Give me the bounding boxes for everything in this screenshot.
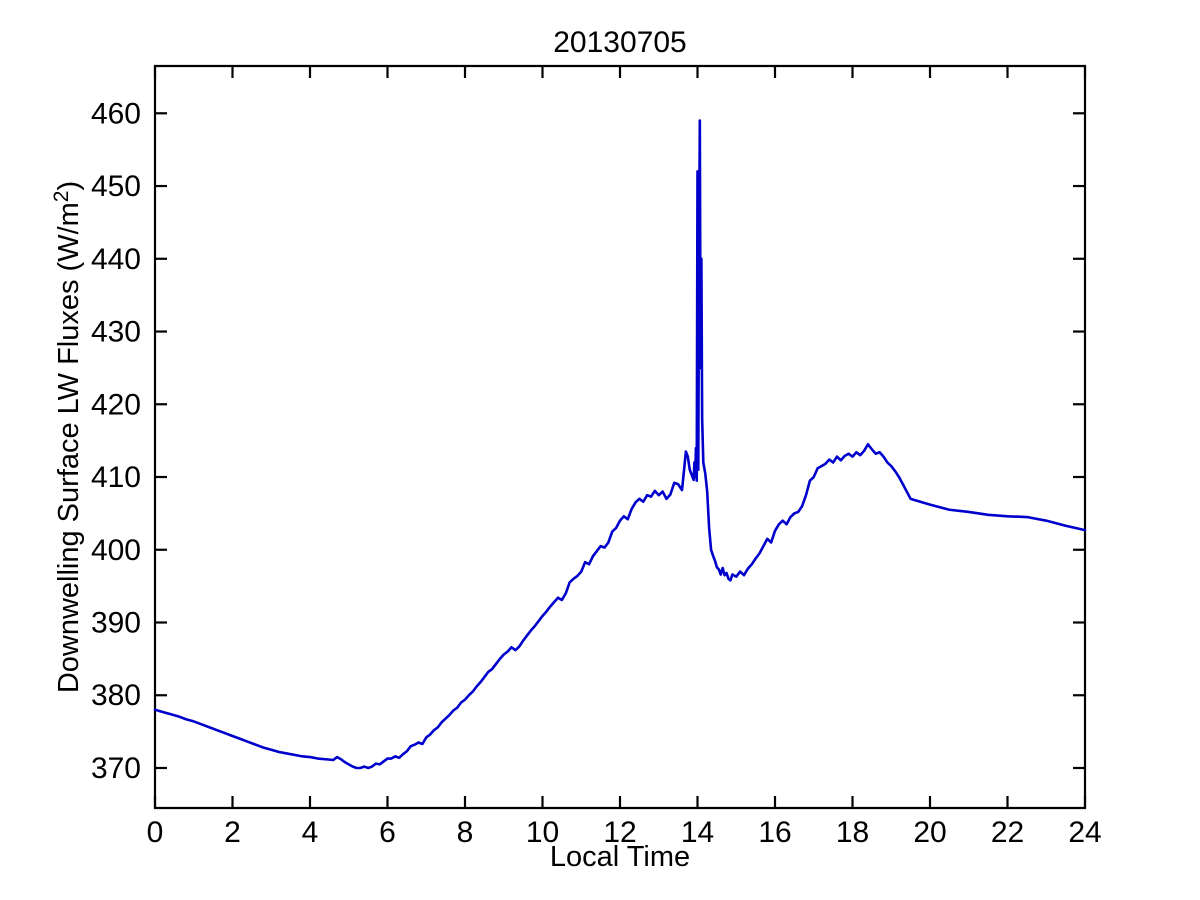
data-series-line	[153, 119, 1087, 770]
y-tick-label: 430	[91, 316, 141, 349]
y-tick-label: 420	[91, 388, 141, 421]
x-axis-ticks: 0 2 4 6 8 10 12 14 16 18 20 22 24	[147, 66, 1102, 849]
y-axis-label: Downwelling Surface LW Fluxes (W/m2)	[50, 181, 85, 693]
y-axis-label-base: Downwelling Surface LW Fluxes (W/m	[53, 202, 85, 693]
x-tick-label: 22	[991, 816, 1024, 849]
x-tick-label: 8	[457, 816, 474, 849]
y-axis-ticks: 370 380 390 400 410 420 430 440 450 460	[91, 97, 1085, 785]
x-tick-label: 10	[526, 816, 559, 849]
y-tick-label: 450	[91, 170, 141, 203]
y-tick-label: 460	[91, 97, 141, 130]
y-tick-label: 380	[91, 679, 141, 712]
y-tick-label: 370	[91, 752, 141, 785]
y-tick-label: 440	[91, 243, 141, 276]
x-tick-label: 14	[681, 816, 714, 849]
x-tick-label: 20	[913, 816, 946, 849]
x-tick-label: 24	[1068, 816, 1101, 849]
x-axis-label: Local Time	[550, 841, 690, 873]
y-tick-label: 390	[91, 607, 141, 640]
y-axis-label-close: )	[53, 181, 85, 191]
x-tick-label: 2	[224, 816, 241, 849]
x-tick-label: 4	[302, 816, 319, 849]
y-axis-label-superscript: 2	[50, 191, 73, 203]
x-tick-label: 6	[379, 816, 396, 849]
x-tick-label: 0	[147, 816, 164, 849]
y-tick-label: 400	[91, 534, 141, 567]
x-tick-label: 16	[758, 816, 791, 849]
y-tick-label: 410	[91, 461, 141, 494]
x-tick-label: 12	[603, 816, 636, 849]
chart-title: 20130705	[553, 26, 686, 59]
x-tick-label: 18	[836, 816, 869, 849]
axes-box	[153, 64, 1087, 810]
